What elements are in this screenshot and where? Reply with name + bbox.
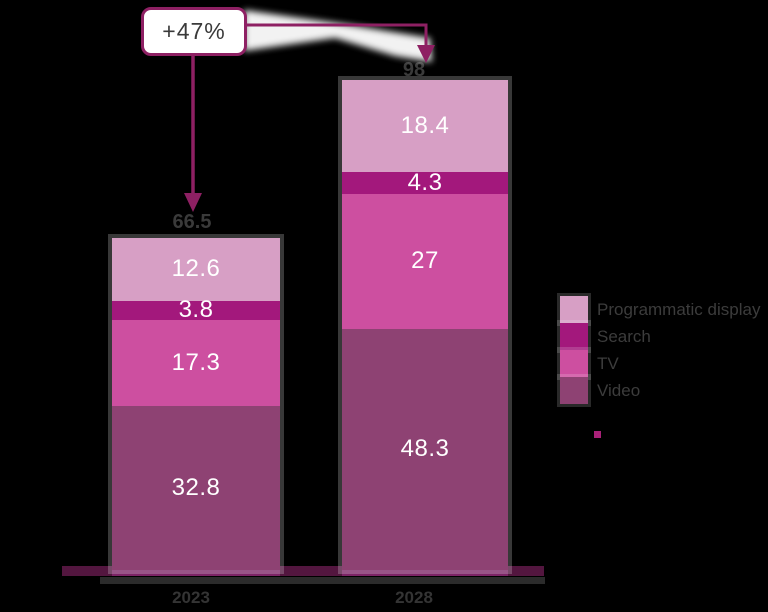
x-axis-line-under-bar-2 — [342, 566, 508, 576]
x-tick-2028: 2028 — [395, 588, 433, 607]
x-axis-line — [62, 566, 544, 576]
segment-value-label: 3.8 — [178, 296, 214, 323]
bar-segment-tv: 17.3 — [112, 319, 280, 406]
bar-segment-video: 32.8 — [112, 406, 280, 570]
x-axis-shadow — [100, 577, 545, 584]
bar-2023: 12.6 3.8 17.3 32.8 — [112, 237, 280, 570]
segment-value-label: 48.3 — [400, 435, 450, 463]
legend-swatch-search — [560, 323, 588, 350]
bar-segment-programmatic-display: 18.4 — [342, 80, 508, 172]
bar-2028: 18.4 4.3 27 48.3 — [342, 80, 508, 570]
legend-item-tv: TV — [560, 350, 760, 377]
legend-label-video: Video — [597, 380, 641, 400]
bar-segment-search: 3.8 — [112, 296, 280, 323]
x-axis-line-under-bar-1 — [112, 566, 280, 576]
bar-segment-video: 48.3 — [342, 328, 508, 570]
bar-total-2028: 98 — [402, 59, 426, 81]
legend-item-video: Video — [560, 377, 760, 404]
bar-segment-programmatic-display: 12.6 — [112, 237, 280, 301]
white-glow-wedge — [244, 10, 432, 62]
segment-value-label: 12.6 — [171, 255, 221, 282]
legend: Programmatic display Search TV Video — [560, 296, 760, 404]
legend-swatch-tv — [560, 350, 588, 377]
footnote-marker-dot — [594, 431, 601, 438]
right-connector-line — [246, 23, 428, 47]
segment-value-label: 17.3 — [171, 348, 221, 376]
bar-total-2023: 66.5 — [172, 211, 212, 233]
legend-swatch-video — [560, 377, 588, 404]
growth-callout: +47% — [141, 7, 247, 56]
bar-segment-search: 4.3 — [342, 168, 508, 196]
legend-label-programmatic-display: Programmatic display — [597, 299, 761, 319]
segment-value-label: 32.8 — [171, 474, 221, 501]
left-arrowhead — [184, 193, 202, 212]
legend-item-search: Search — [560, 323, 760, 350]
growth-callout-label: +47% — [162, 18, 226, 44]
segment-value-label: 18.4 — [400, 112, 450, 139]
x-tick-2023: 2023 — [172, 588, 210, 607]
legend-item-programmatic-display: Programmatic display — [560, 296, 760, 323]
segment-value-label: 4.3 — [407, 168, 443, 196]
legend-label-search: Search — [597, 326, 651, 346]
bar-segment-tv: 27 — [342, 193, 508, 329]
segment-value-label: 27 — [411, 247, 439, 274]
legend-label-tv: TV — [597, 353, 619, 373]
legend-swatch-programmatic-display — [560, 296, 588, 323]
